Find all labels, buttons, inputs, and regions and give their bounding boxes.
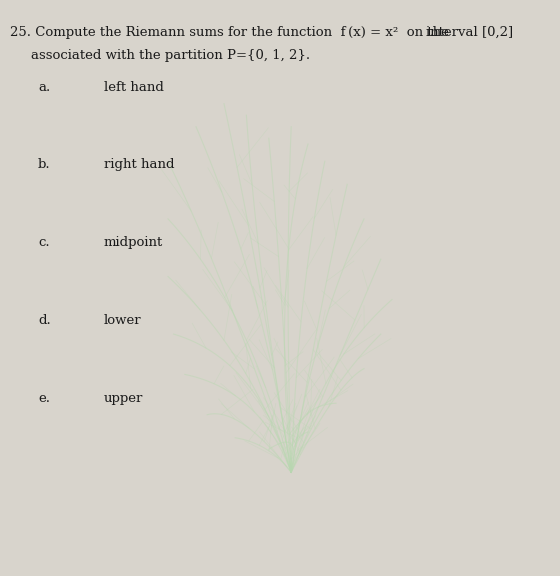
Text: associated with the partition P={0, 1, 2}.: associated with the partition P={0, 1, 2… bbox=[31, 49, 310, 62]
Text: interval [0,2]: interval [0,2] bbox=[426, 26, 513, 39]
Text: midpoint: midpoint bbox=[104, 236, 163, 249]
Text: 25. Compute the Riemann sums for the function  f (x) = x²  on the: 25. Compute the Riemann sums for the fun… bbox=[10, 26, 449, 39]
Text: right hand: right hand bbox=[104, 158, 174, 172]
Text: e.: e. bbox=[38, 392, 50, 405]
Text: a.: a. bbox=[38, 81, 50, 94]
Text: lower: lower bbox=[104, 314, 141, 327]
Text: upper: upper bbox=[104, 392, 143, 405]
Text: d.: d. bbox=[38, 314, 51, 327]
Text: b.: b. bbox=[38, 158, 51, 172]
Text: left hand: left hand bbox=[104, 81, 164, 94]
Text: c.: c. bbox=[38, 236, 50, 249]
